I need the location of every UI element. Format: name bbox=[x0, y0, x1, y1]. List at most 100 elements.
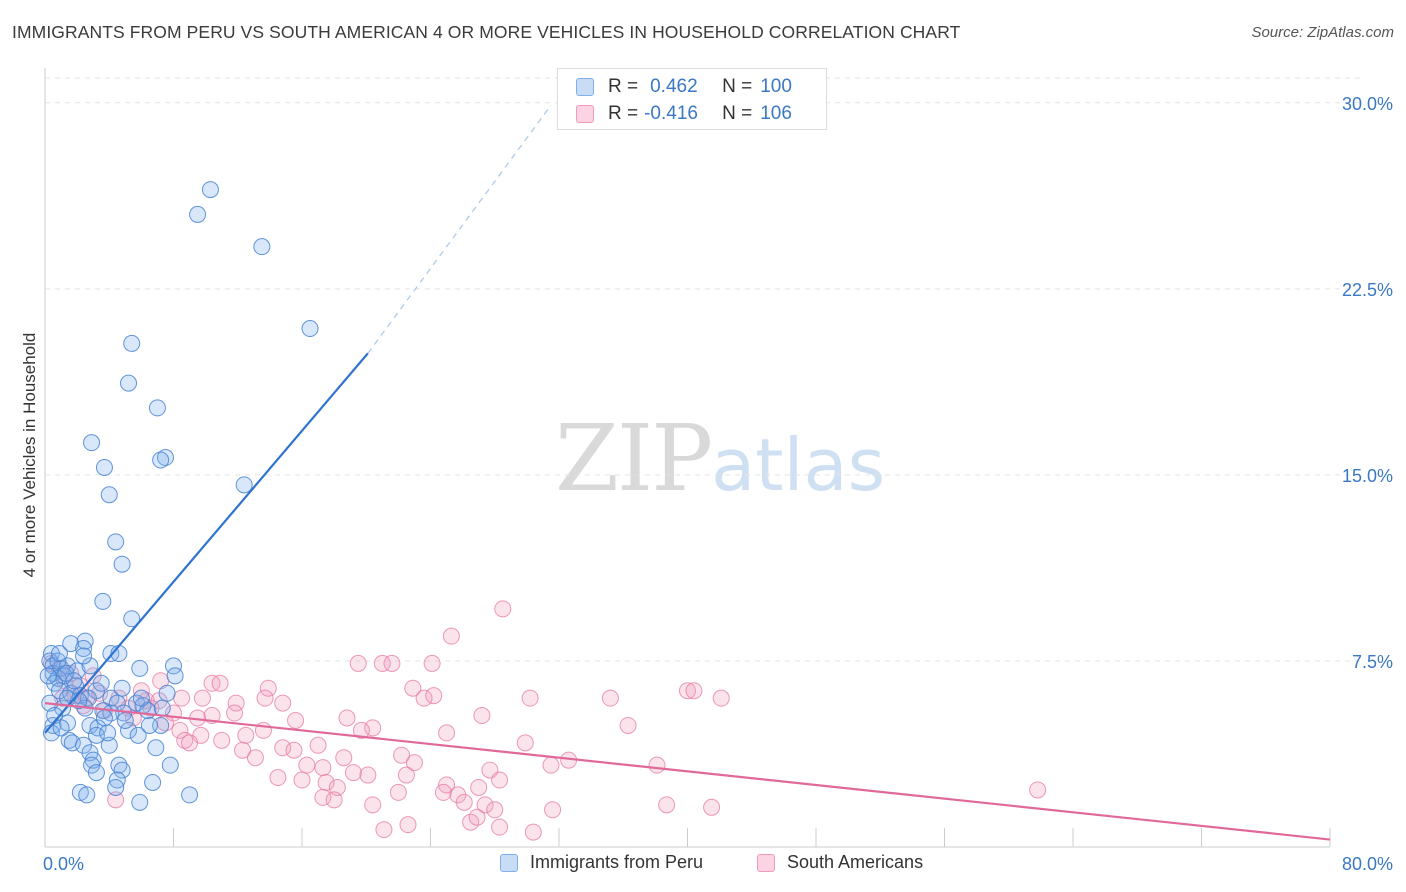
data-point-peru bbox=[87, 764, 105, 782]
data-point-south-americans bbox=[423, 654, 441, 672]
data-point-south-americans bbox=[226, 704, 244, 722]
data-point-south-americans bbox=[703, 798, 721, 816]
chart-title: IMMIGRANTS FROM PERU VS SOUTH AMERICAN 4… bbox=[12, 22, 961, 42]
data-point-south-americans bbox=[442, 627, 460, 645]
data-point-south-americans bbox=[521, 689, 539, 707]
axes bbox=[44, 68, 1331, 848]
data-point-south-americans bbox=[107, 791, 125, 809]
legend-n-value: 106 bbox=[760, 103, 792, 124]
data-point-south-americans bbox=[476, 796, 494, 814]
data-point-south-americans bbox=[213, 731, 231, 749]
data-point-peru bbox=[132, 689, 150, 707]
data-point-peru bbox=[65, 672, 83, 690]
legend-row-south-americans: R = -0.416 N = 106 bbox=[576, 103, 792, 125]
correlation-legend: R = 0.462 N = 100 R = -0.416 N = 106 bbox=[557, 68, 827, 130]
data-point-peru bbox=[63, 734, 81, 752]
data-point-peru bbox=[120, 721, 138, 739]
data-point-south-americans bbox=[171, 721, 189, 739]
data-point-south-americans bbox=[404, 679, 422, 697]
data-point-south-americans bbox=[494, 600, 512, 618]
data-point-peru bbox=[120, 374, 138, 392]
data-point-south-americans bbox=[712, 689, 730, 707]
legend-n-label: N = bbox=[722, 103, 753, 124]
data-point-south-americans bbox=[375, 821, 393, 839]
legend-item-peru: Immigrants from Peru bbox=[500, 852, 703, 873]
trend-line-peru bbox=[44, 352, 369, 734]
data-point-south-americans bbox=[344, 764, 362, 782]
data-point-peru bbox=[158, 684, 176, 702]
data-point-peru bbox=[113, 555, 131, 573]
legend-swatch-blue bbox=[500, 853, 518, 872]
data-point-peru bbox=[39, 667, 57, 685]
data-point-peru bbox=[113, 679, 131, 697]
data-point-south-americans bbox=[176, 731, 194, 749]
legend-row-peru: R = 0.462 N = 100 bbox=[576, 76, 792, 98]
data-point-south-americans bbox=[524, 823, 542, 841]
legend-swatch-pink bbox=[757, 853, 775, 872]
data-point-peru bbox=[110, 756, 128, 774]
data-point-peru bbox=[107, 533, 125, 551]
data-point-peru bbox=[100, 736, 118, 754]
data-point-peru bbox=[87, 726, 105, 744]
data-point-south-americans bbox=[285, 741, 303, 759]
data-point-south-americans bbox=[405, 754, 423, 772]
data-point-peru bbox=[113, 761, 131, 779]
series-immigrants-from-peru bbox=[39, 181, 319, 811]
watermark-atlas: atlas bbox=[711, 423, 886, 507]
series-legend: Immigrants from Peru South Americans bbox=[0, 848, 1406, 880]
data-point-south-americans bbox=[491, 771, 509, 789]
data-point-south-americans bbox=[349, 654, 367, 672]
data-point-peru bbox=[156, 449, 174, 467]
data-point-south-americans bbox=[246, 749, 264, 767]
data-point-peru bbox=[83, 434, 101, 452]
data-point-peru bbox=[92, 674, 110, 692]
data-point-peru bbox=[62, 635, 80, 653]
legend-n-value: 100 bbox=[760, 76, 792, 97]
data-point-south-americans bbox=[269, 769, 287, 787]
data-point-peru bbox=[107, 778, 125, 796]
data-point-south-americans bbox=[338, 709, 356, 727]
data-point-south-americans bbox=[468, 808, 486, 826]
series-south-americans bbox=[42, 600, 1047, 841]
data-point-peru bbox=[148, 399, 166, 417]
data-point-south-americans bbox=[181, 734, 199, 752]
data-point-south-americans bbox=[173, 689, 191, 707]
legend-r-value: -0.416 bbox=[644, 103, 698, 124]
data-point-south-americans bbox=[309, 736, 327, 754]
legend-label-peru: Immigrants from Peru bbox=[530, 852, 704, 872]
data-point-south-americans bbox=[314, 788, 332, 806]
data-point-peru bbox=[161, 756, 179, 774]
data-point-south-americans bbox=[470, 778, 488, 796]
data-point-south-americans bbox=[685, 682, 703, 700]
data-point-peru bbox=[131, 659, 149, 677]
data-point-south-americans bbox=[325, 791, 343, 809]
legend-n-label: N = bbox=[722, 76, 753, 97]
data-point-peru bbox=[58, 689, 76, 707]
data-point-peru bbox=[94, 592, 112, 610]
data-point-peru bbox=[123, 610, 141, 628]
tick-labels: 7.5% 15.0% 22.5% 30.0% 0.0% 80.0% bbox=[43, 94, 1393, 874]
y-tick-label: 7.5% bbox=[1352, 652, 1393, 672]
data-point-peru bbox=[99, 724, 117, 742]
y-tick-label: 15.0% bbox=[1342, 466, 1393, 486]
x-tick-label-min: 0.0% bbox=[43, 854, 84, 874]
watermark: ZIPatlas bbox=[555, 405, 885, 512]
data-point-south-americans bbox=[679, 682, 696, 700]
data-point-peru bbox=[52, 719, 70, 737]
data-point-south-americans bbox=[211, 674, 229, 692]
data-point-peru bbox=[201, 181, 219, 199]
data-point-peru bbox=[81, 657, 99, 675]
data-point-peru bbox=[75, 647, 93, 665]
data-point-south-americans bbox=[601, 689, 619, 707]
data-point-peru bbox=[140, 716, 158, 734]
data-point-south-americans bbox=[425, 687, 443, 705]
data-point-peru bbox=[75, 640, 93, 658]
x-tick-label-max: 80.0% bbox=[1342, 854, 1393, 874]
data-point-south-americans bbox=[293, 771, 311, 789]
data-point-south-americans bbox=[389, 783, 407, 801]
data-point-south-americans bbox=[259, 679, 277, 697]
data-point-south-americans bbox=[397, 766, 415, 784]
data-point-south-americans bbox=[516, 734, 534, 752]
data-point-south-americans bbox=[364, 796, 382, 814]
